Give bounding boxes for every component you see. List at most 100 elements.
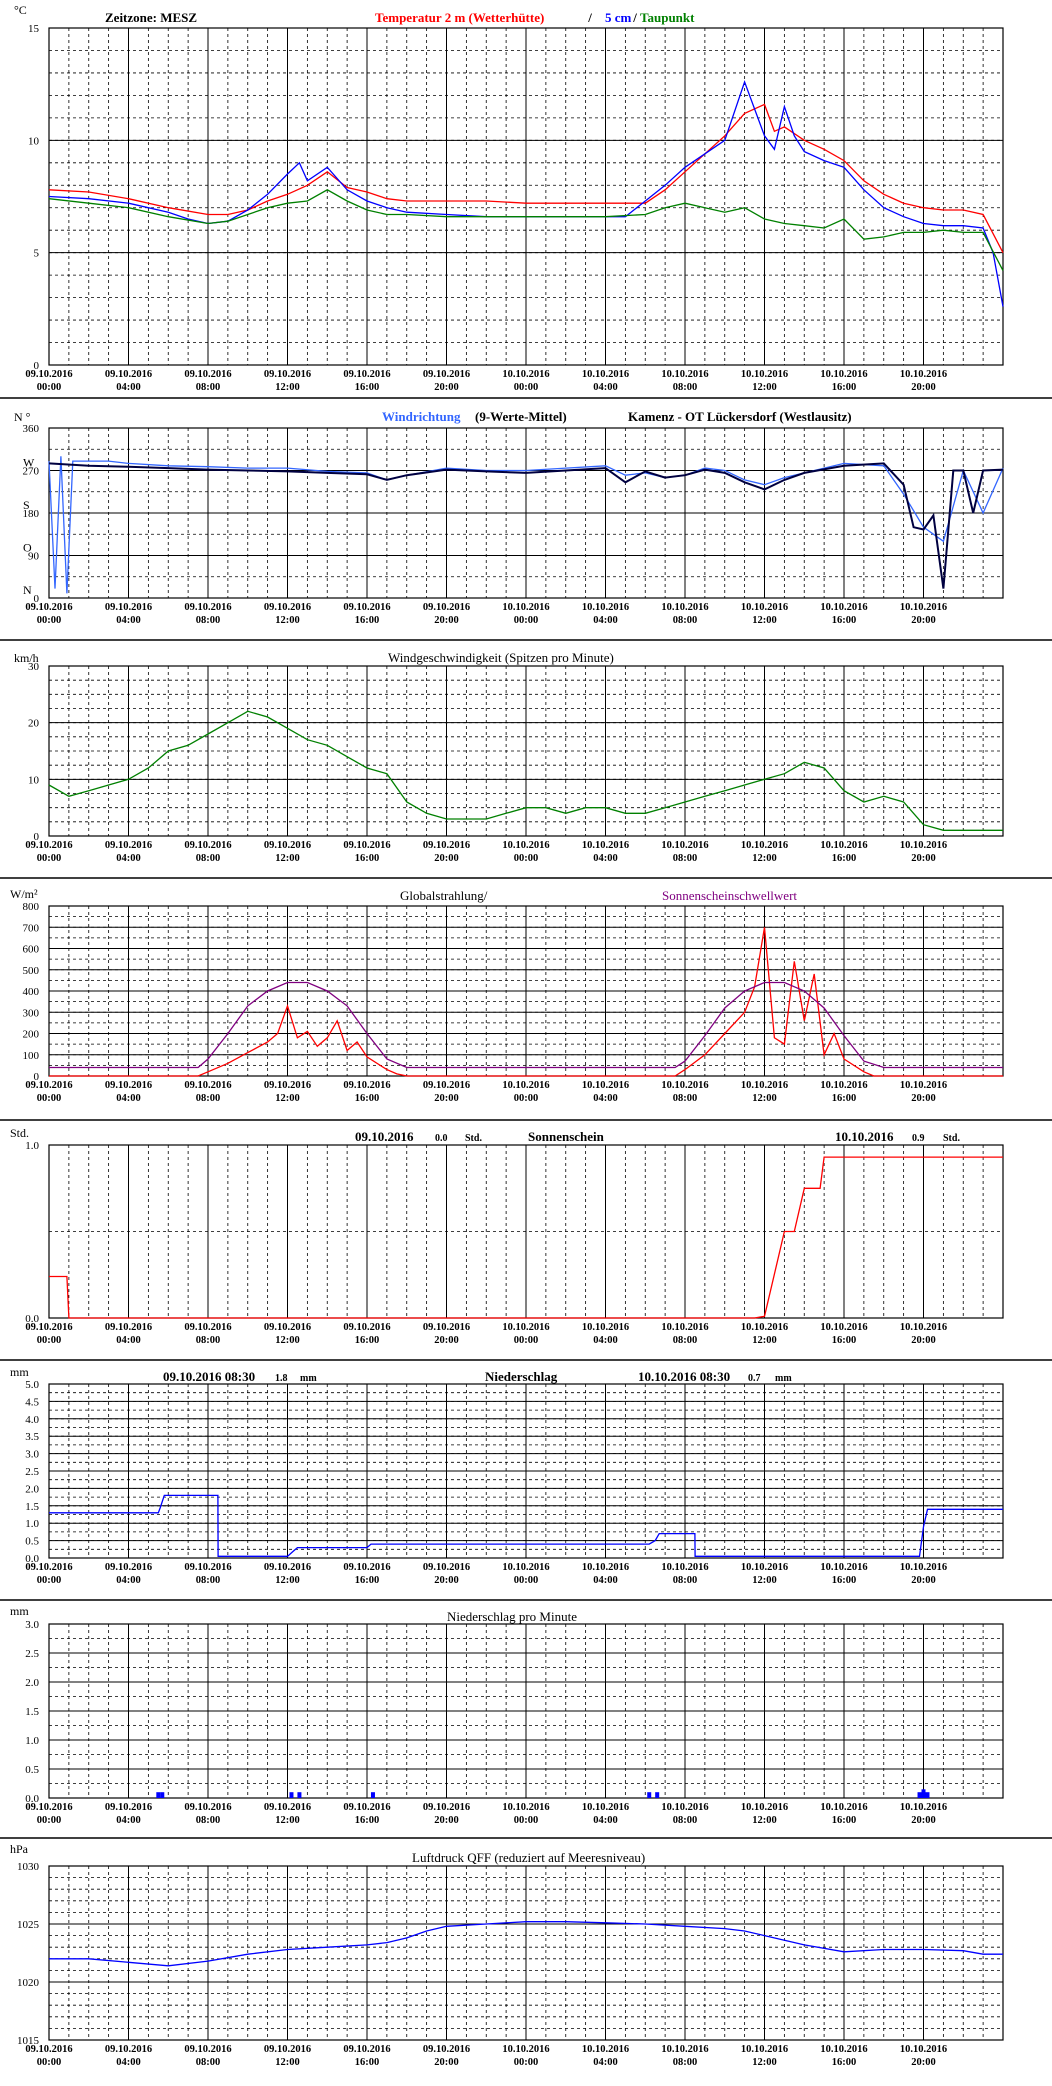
x-tick-time: 00:00: [37, 1815, 62, 1826]
x-tick-date: 09.10.2016: [184, 369, 231, 380]
x-tick-time: 12:00: [752, 853, 777, 864]
x-tick-time: 00:00: [514, 615, 539, 626]
x-tick-date: 10.10.2016: [502, 369, 549, 380]
chart-title-part: Std.: [465, 1133, 482, 1144]
x-tick-time: 00:00: [37, 382, 62, 393]
x-tick-date: 09.10.2016: [343, 1562, 390, 1573]
x-tick-date: 10.10.2016: [582, 1322, 629, 1333]
bar-mark: [917, 1792, 922, 1798]
x-tick-date: 09.10.2016: [25, 602, 72, 613]
x-tick-time: 04:00: [116, 853, 141, 864]
x-tick-time: 04:00: [593, 382, 618, 393]
x-tick-time: 12:00: [275, 853, 300, 864]
x-tick-date: 10.10.2016: [820, 1080, 867, 1091]
x-tick-date: 09.10.2016: [184, 1562, 231, 1573]
x-tick-time: 16:00: [832, 1575, 857, 1586]
y-tick-label: 20: [28, 718, 40, 730]
x-tick-time: 20:00: [434, 1335, 459, 1346]
y-tick-label: 5.0: [25, 1379, 39, 1391]
x-tick-date: 10.10.2016: [661, 2044, 708, 2055]
x-tick-time: 12:00: [752, 1093, 777, 1104]
x-tick-date: 09.10.2016: [423, 2044, 470, 2055]
x-tick-date: 09.10.2016: [25, 840, 72, 851]
x-tick-date: 10.10.2016: [741, 1322, 788, 1333]
y-tick-label: 0.0: [25, 1553, 39, 1565]
chart-title-part: mm: [775, 1373, 792, 1384]
x-tick-time: 00:00: [514, 1815, 539, 1826]
plot-frame: [48, 427, 1004, 599]
plot-frame: [48, 665, 1004, 837]
chart-title-part: Zeitzone: MESZ: [105, 10, 197, 25]
x-tick-date: 10.10.2016: [741, 1080, 788, 1091]
x-tick-date: 10.10.2016: [502, 1322, 549, 1333]
chart-panel-1: 0 5 10 15°C Zeitzone: MESZ Temperatur 2 m (We…: [14, 3, 1004, 393]
x-tick-time: 04:00: [116, 615, 141, 626]
x-tick-time: 04:00: [593, 615, 618, 626]
series-line: [48, 189, 1004, 271]
x-tick-time: 00:00: [37, 2057, 62, 2068]
chart-panel-8: 1015 1020 1025 1030 hPa Luftdruck QFF (reduzi…: [10, 1842, 1004, 2068]
x-tick-time: 20:00: [911, 615, 936, 626]
x-tick-date: 10.10.2016: [741, 369, 788, 380]
chart-title-part: 0.0: [435, 1133, 448, 1144]
y-tick-label: 1.0: [25, 1518, 39, 1530]
x-tick-date: 10.10.2016: [661, 1802, 708, 1813]
x-tick-date: 10.10.2016: [820, 1562, 867, 1573]
bar-mark: [921, 1789, 926, 1798]
chart-title-part: 0.9: [912, 1133, 925, 1144]
series-line: [49, 1156, 1003, 1319]
y-direction-label: W: [23, 456, 35, 470]
x-tick-date: 10.10.2016: [900, 369, 947, 380]
x-tick-date: 09.10.2016: [264, 2044, 311, 2055]
x-tick-time: 20:00: [434, 1815, 459, 1826]
x-tick-date: 09.10.2016: [343, 1322, 390, 1333]
chart-title-part: mm: [300, 1373, 317, 1384]
bar-mark: [655, 1792, 660, 1798]
y-tick-label: 2.5: [25, 1648, 39, 1660]
x-tick-time: 04:00: [593, 1093, 618, 1104]
y-tick-label: 0: [34, 831, 40, 843]
x-tick-date: 09.10.2016: [105, 602, 152, 613]
y-tick-label: 30: [28, 661, 40, 673]
chart-title-part: Std.: [943, 1133, 960, 1144]
x-tick-time: 00:00: [514, 2057, 539, 2068]
y-tick-label: 4.5: [25, 1396, 39, 1408]
x-tick-date: 10.10.2016: [582, 1080, 629, 1091]
x-tick-time: 04:00: [116, 382, 141, 393]
chart-title-part: /: [632, 10, 637, 25]
chart-title-part: Windrichtung: [382, 409, 461, 424]
x-tick-date: 09.10.2016: [343, 602, 390, 613]
chart-title-part: Taupunkt: [640, 10, 695, 25]
x-tick-time: 12:00: [752, 1335, 777, 1346]
y-tick-label: 1.5: [25, 1706, 39, 1718]
y-tick-label: 100: [23, 1050, 40, 1062]
plot-frame: [48, 1623, 1004, 1799]
x-tick-date: 09.10.2016: [105, 2044, 152, 2055]
x-tick-time: 08:00: [673, 853, 698, 864]
x-tick-time: 16:00: [832, 1815, 857, 1826]
x-tick-time: 04:00: [593, 2057, 618, 2068]
x-tick-date: 10.10.2016: [582, 602, 629, 613]
x-tick-time: 12:00: [275, 382, 300, 393]
x-tick-time: 16:00: [832, 1335, 857, 1346]
series-line: [48, 710, 1003, 831]
x-tick-date: 09.10.2016: [25, 369, 72, 380]
x-tick-date: 09.10.2016: [184, 1802, 231, 1813]
x-tick-time: 12:00: [275, 615, 300, 626]
y-tick-label: 90: [28, 551, 40, 563]
chart-title-part: Sonnenscheinschwellwert: [662, 888, 797, 903]
y-unit-label: °C: [14, 3, 27, 17]
x-tick-time: 08:00: [196, 1815, 221, 1826]
x-tick-date: 10.10.2016: [661, 840, 708, 851]
x-tick-time: 16:00: [832, 2057, 857, 2068]
y-tick-label: 3.5: [25, 1431, 39, 1443]
x-tick-date: 10.10.2016: [582, 2044, 629, 2055]
chart-title-part: Temperatur 2 m (Wetterhütte): [375, 10, 544, 25]
chart-panel-6: 0.00.51.01.52.02.53.03.54.04.55.0mm 09.10…: [10, 1365, 1004, 1586]
y-tick-label: 3.0: [25, 1449, 39, 1461]
x-tick-time: 08:00: [673, 1575, 698, 1586]
x-tick-date: 10.10.2016: [900, 1562, 947, 1573]
x-tick-date: 10.10.2016: [820, 602, 867, 613]
x-tick-date: 09.10.2016: [343, 369, 390, 380]
x-tick-time: 00:00: [37, 1575, 62, 1586]
